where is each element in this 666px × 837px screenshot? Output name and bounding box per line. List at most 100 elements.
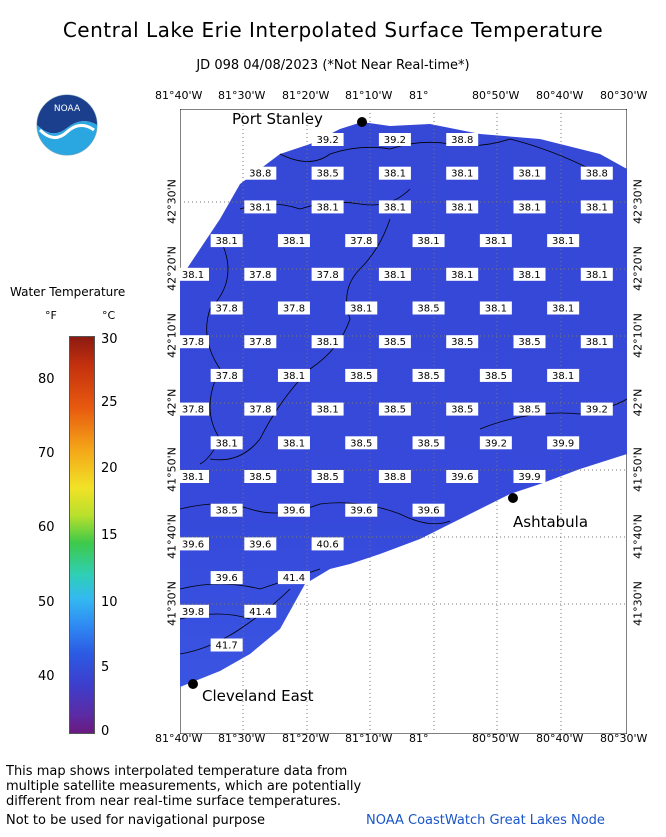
temperature-value: 37.8	[216, 371, 238, 382]
lon-bottom-label: 80°40'W	[536, 732, 584, 745]
temperature-value: 38.1	[586, 337, 608, 348]
temperature-label: 38.1	[547, 234, 580, 248]
temperature-label: 38.1	[580, 200, 613, 214]
temperature-label: 39.6	[345, 503, 378, 517]
temperature-label-box	[244, 200, 277, 214]
temperature-label: 38.1	[513, 166, 546, 180]
temperature-value: 38.8	[586, 169, 608, 180]
temperature-label: 38.1	[547, 368, 580, 382]
temperature-label-box	[180, 335, 209, 349]
temperature-value: 38.5	[417, 304, 439, 315]
temperature-value: 39.6	[451, 472, 473, 483]
map-subtitle: JD 098 04/08/2023 (*Not Near Real-time*)	[196, 58, 470, 73]
lat-right-label: 41°50'N	[631, 447, 645, 492]
temperature-label-box	[547, 436, 580, 450]
port-stanley-label: Port Stanley	[232, 110, 323, 128]
temperature-value: 38.1	[283, 236, 305, 247]
temperature-label-box	[244, 402, 277, 416]
temperature-label: 41.4	[244, 604, 277, 618]
temperature-label: 37.8	[244, 402, 277, 416]
temperature-value: 39.2	[485, 438, 507, 449]
temperature-value: 38.5	[350, 371, 372, 382]
legend-color-bar	[69, 336, 95, 734]
temperature-value: 38.5	[518, 405, 540, 416]
temperature-label-box	[513, 166, 546, 180]
temperature-label-box	[378, 402, 411, 416]
temperature-value: 37.8	[249, 405, 271, 416]
temperature-label: 37.8	[311, 267, 344, 281]
temperature-label-box	[311, 166, 344, 180]
temperature-label-box	[513, 335, 546, 349]
temperature-label-box	[479, 368, 512, 382]
temperature-label: 37.8	[210, 368, 243, 382]
temperature-label-box	[412, 503, 445, 517]
temperature-label: 38.1	[547, 301, 580, 315]
temperature-value: 38.1	[216, 438, 238, 449]
legend-unit-f: °F	[45, 309, 57, 322]
temperature-label: 38.1	[479, 234, 512, 248]
temperature-value: 39.6	[283, 506, 305, 517]
temperature-label: 38.1	[345, 301, 378, 315]
temperature-value: 38.1	[283, 371, 305, 382]
temperature-label-box	[412, 368, 445, 382]
temperature-label: 39.8	[180, 604, 209, 618]
noaa-credit-link[interactable]: NOAA CoastWatch Great Lakes Node	[366, 813, 605, 828]
temperature-label: 39.2	[311, 133, 344, 146]
temperature-value: 38.5	[249, 472, 271, 483]
temperature-label-box	[446, 267, 479, 281]
temperature-value: 39.9	[552, 438, 574, 449]
legend-unit-c: °C	[102, 309, 116, 322]
temperature-value: 39.2	[316, 135, 338, 146]
legend-c-25: 25	[101, 395, 118, 410]
temperature-label-box	[277, 436, 310, 450]
temperature-label: 37.8	[180, 402, 209, 416]
lat-left-label: 41°50'N	[165, 447, 179, 492]
temperature-value: 37.8	[216, 304, 238, 315]
temperature-label-box	[513, 470, 546, 483]
temperature-label-box	[580, 166, 613, 180]
temperature-label-box	[479, 301, 512, 315]
temperature-value: 37.8	[350, 236, 372, 247]
temperature-value: 37.8	[182, 405, 204, 416]
temperature-label: 41.7	[210, 638, 243, 652]
legend-title: Water Temperature	[10, 285, 126, 299]
temperature-label: 38.5	[446, 402, 479, 416]
temperature-value: 38.1	[552, 304, 574, 315]
temperature-label-box	[311, 537, 344, 551]
temperature-value: 37.8	[249, 337, 271, 348]
temperature-label: 38.5	[412, 301, 445, 315]
lat-right-label: 42°20'N	[631, 246, 645, 291]
temperature-label: 38.1	[580, 267, 613, 281]
temperature-value: 38.8	[451, 135, 473, 146]
temperature-label: 38.1	[311, 402, 344, 416]
temperature-label-box	[378, 133, 411, 146]
temperature-value: 39.6	[216, 573, 238, 584]
temperature-value: 38.1	[283, 438, 305, 449]
temperature-label-box	[180, 402, 209, 416]
temperature-value: 39.6	[249, 539, 271, 550]
temperature-label-box	[210, 503, 243, 517]
lat-left-label: 42°N	[165, 388, 179, 417]
lat-left-label: 42°30'N	[165, 179, 179, 224]
temperature-label-box	[479, 234, 512, 248]
svg-text:NOAA: NOAA	[54, 104, 81, 114]
temperature-value: 38.1	[485, 236, 507, 247]
temperature-value: 38.5	[417, 371, 439, 382]
lon-top-label: 80°30'W	[600, 89, 648, 102]
temperature-label-box	[244, 604, 277, 618]
temperature-label-box	[244, 537, 277, 551]
temperature-label: 39.2	[378, 133, 411, 146]
temperature-value: 38.5	[417, 438, 439, 449]
temperature-value: 39.2	[586, 405, 608, 416]
temperature-label-box	[180, 604, 209, 618]
temperature-label-box	[345, 368, 378, 382]
temperature-label: 39.9	[547, 436, 580, 450]
temperature-label: 38.1	[210, 436, 243, 450]
temperature-value: 38.5	[350, 438, 372, 449]
temperature-label: 38.5	[378, 335, 411, 349]
map-title: Central Lake Erie Interpolated Surface T…	[62, 18, 604, 42]
temperature-label-box	[580, 335, 613, 349]
temperature-value: 38.1	[182, 472, 204, 483]
lon-top-label: 81°	[409, 89, 429, 102]
temperature-label-box	[277, 301, 310, 315]
